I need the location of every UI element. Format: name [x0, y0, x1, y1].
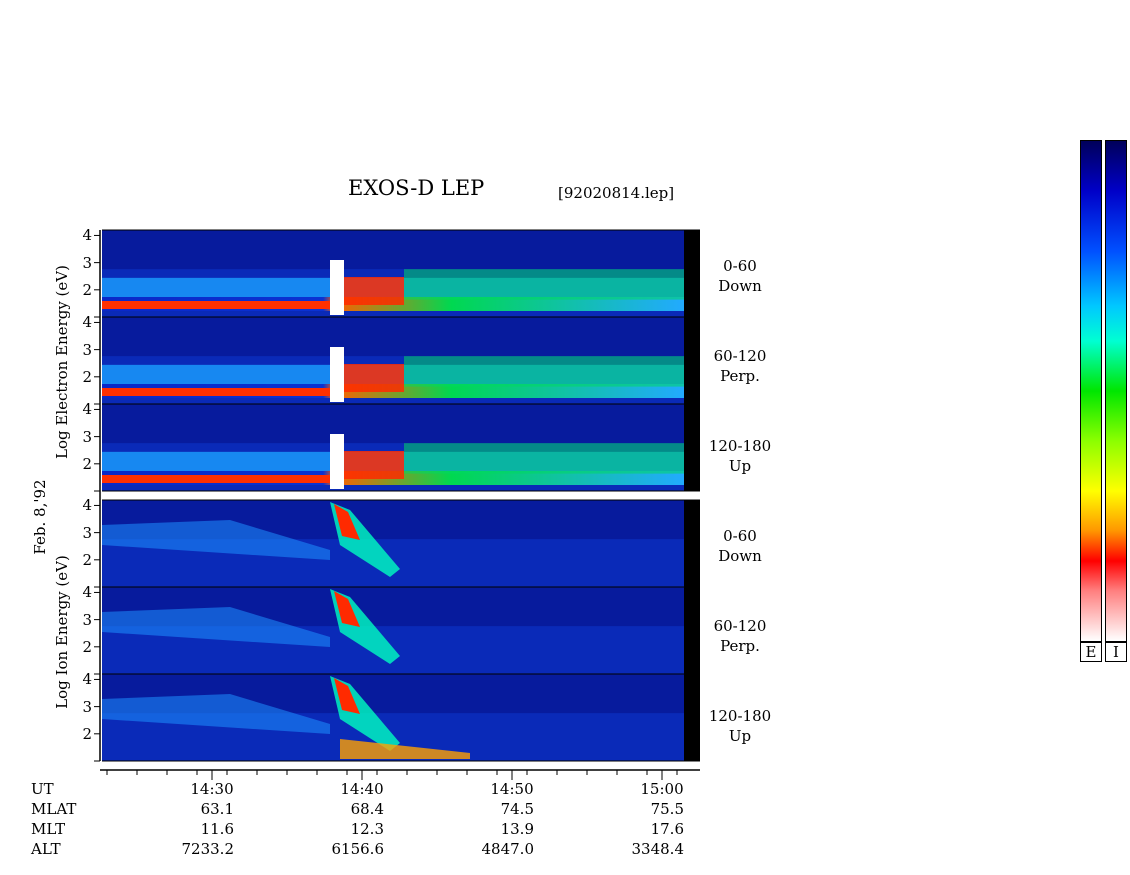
y-tick-label: 4: [82, 670, 92, 689]
y-tick-label: 2: [82, 454, 92, 473]
colorbar-electron: [1080, 140, 1102, 642]
ephemeris-value: 6156.6: [331, 840, 385, 858]
ephemeris-row-name: UT: [31, 780, 54, 798]
ephemeris-value: 7233.2: [181, 840, 235, 858]
ephemeris-value: 68.4: [350, 800, 384, 818]
y-tick-label: 4: [82, 583, 92, 602]
y-tick-label: 4: [82, 496, 92, 515]
x-tick-label: 14:40: [340, 780, 384, 798]
colorbar-electron-label: E: [1080, 642, 1102, 662]
ephemeris-value: 13.9: [500, 820, 534, 838]
ephemeris-value: 4847.0: [481, 840, 535, 858]
ephemeris-value: 11.6: [200, 820, 234, 838]
x-tick-label: 14:30: [190, 780, 234, 798]
y-tick-label: 3: [82, 427, 92, 446]
y-tick-label: 3: [82, 697, 92, 716]
y-tick-label: 2: [82, 724, 92, 743]
ephemeris-value: 3348.4: [631, 840, 685, 858]
ephemeris-value: 75.5: [650, 800, 684, 818]
y-tick-label: 3: [82, 610, 92, 629]
y-tick-label: 4: [82, 313, 92, 332]
ephemeris-row-name: MLAT: [31, 800, 77, 818]
y-tick-label: 2: [82, 637, 92, 656]
ion-axis-label: Log Ion Energy (eV): [53, 555, 71, 709]
panel-label-i1: 0-60 Down: [718, 527, 762, 565]
ephemeris-row-name: ALT: [31, 840, 61, 858]
ephemeris-row-name: MLT: [31, 820, 66, 838]
y-tick-label: 3: [82, 340, 92, 359]
colorbar-ion: [1105, 140, 1127, 642]
y-tick-label: 4: [82, 226, 92, 245]
colorbar-ion-label: I: [1105, 642, 1127, 662]
date-label: Feb. 8,'92: [31, 479, 49, 555]
ephemeris-value: 12.3: [350, 820, 384, 838]
y-tick-label: 3: [82, 523, 92, 542]
y-tick-label: 2: [82, 367, 92, 386]
file-label: [92020814.lep]: [558, 184, 675, 202]
panel-label-e1: 0-60 Down: [718, 257, 762, 295]
panel-label-i3: 120-180 Up: [708, 707, 772, 745]
panel-label-e3: 120-180 Up: [708, 437, 772, 475]
y-tick-label: 2: [82, 550, 92, 569]
y-tick-label: 4: [82, 400, 92, 419]
y-tick-label: 2: [82, 280, 92, 299]
y-tick-label: 3: [82, 253, 92, 272]
ephemeris-value: 74.5: [500, 800, 534, 818]
electron-axis-label: Log Electron Energy (eV): [53, 265, 71, 459]
panel-label-i2: 60-120 Perp.: [713, 617, 767, 655]
panel-label-e2: 60-120 Perp.: [713, 347, 767, 385]
ephemeris-value: 63.1: [200, 800, 234, 818]
x-tick-label: 14:50: [490, 780, 534, 798]
ephemeris-value: 17.6: [650, 820, 684, 838]
chart-title: EXOS-D LEP: [348, 176, 485, 200]
x-tick-label: 15:00: [640, 780, 684, 798]
